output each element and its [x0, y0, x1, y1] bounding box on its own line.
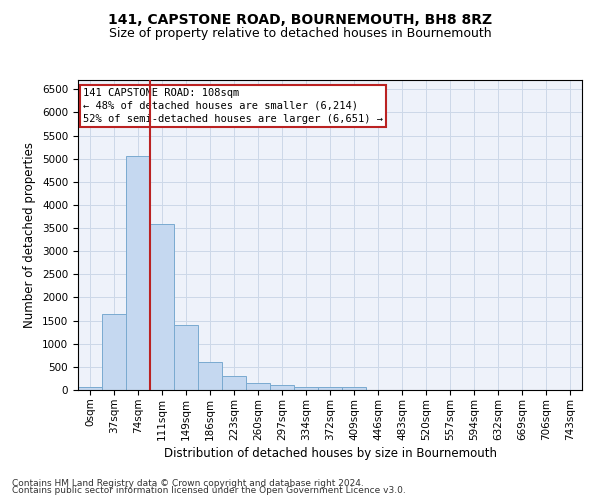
Bar [294, 386, 318, 390]
Bar [246, 383, 270, 390]
Text: 141, CAPSTONE ROAD, BOURNEMOUTH, BH8 8RZ: 141, CAPSTONE ROAD, BOURNEMOUTH, BH8 8RZ [108, 12, 492, 26]
Bar [222, 376, 246, 390]
Text: Contains HM Land Registry data © Crown copyright and database right 2024.: Contains HM Land Registry data © Crown c… [12, 478, 364, 488]
Text: 141 CAPSTONE ROAD: 108sqm
← 48% of detached houses are smaller (6,214)
52% of se: 141 CAPSTONE ROAD: 108sqm ← 48% of detac… [83, 88, 383, 124]
Bar [174, 324, 198, 390]
Y-axis label: Number of detached properties: Number of detached properties [23, 142, 37, 328]
Bar [198, 362, 222, 390]
Bar [318, 388, 342, 390]
Bar [126, 156, 150, 390]
Text: Size of property relative to detached houses in Bournemouth: Size of property relative to detached ho… [109, 28, 491, 40]
Bar [270, 385, 294, 390]
Bar [342, 386, 366, 390]
Text: Contains public sector information licensed under the Open Government Licence v3: Contains public sector information licen… [12, 486, 406, 495]
Bar [78, 386, 102, 390]
Bar [102, 314, 126, 390]
X-axis label: Distribution of detached houses by size in Bournemouth: Distribution of detached houses by size … [163, 446, 497, 460]
Bar [150, 224, 174, 390]
